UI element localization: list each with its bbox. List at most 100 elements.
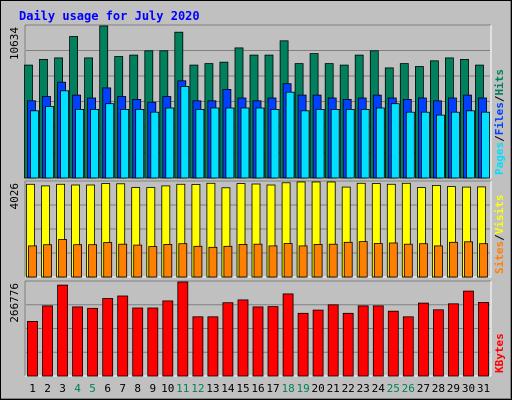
panel-top-bar-pages xyxy=(45,106,54,179)
panel-top-bar-pages xyxy=(30,110,39,179)
panel-middle-bar-sites xyxy=(223,245,233,278)
panel-bottom-bar-kbytes xyxy=(312,309,324,377)
panel-bottom-bar-kbytes xyxy=(132,307,144,377)
x-tick-label: 8 xyxy=(134,382,141,395)
x-tick-label: 27 xyxy=(417,382,430,395)
panel-middle-bar-sites xyxy=(163,243,173,278)
panel-bottom-bar-kbytes xyxy=(147,307,159,377)
panel-middle-bar-sites xyxy=(433,245,443,278)
x-tick-label: 22 xyxy=(342,382,355,395)
panel-bottom-bar-kbytes xyxy=(282,293,294,377)
panel-middle-ymax-label: 4026 xyxy=(8,183,21,210)
panel-middle-bar-sites xyxy=(313,243,323,278)
panel-middle-bar-sites xyxy=(148,246,158,278)
x-tick-label: 17 xyxy=(266,382,279,395)
panel-top-bar-pages xyxy=(150,111,160,179)
panel-bottom-bar-kbytes xyxy=(402,316,414,377)
panel-bottom-bar-kbytes xyxy=(432,309,444,377)
panel-middle-bar-sites xyxy=(73,244,82,278)
x-tick-label: 4 xyxy=(74,382,81,395)
x-tick-label: 5 xyxy=(89,382,96,395)
panel-bottom-bar-kbytes xyxy=(297,312,309,377)
panel-middle-bar-sites xyxy=(253,243,263,278)
panel-middle-bar-sites xyxy=(328,243,338,278)
panel-bottom-bar-kbytes xyxy=(192,316,204,377)
panel-top-bar-pages xyxy=(345,109,355,179)
panel-bottom-bar-kbytes xyxy=(387,310,399,377)
x-tick-label: 12 xyxy=(191,382,204,395)
x-tick-label: 13 xyxy=(206,382,219,395)
panel-middle-bar-sites xyxy=(479,243,488,278)
panel-bottom-bar-kbytes xyxy=(327,304,339,377)
panel-middle-bar-sites xyxy=(448,241,458,278)
panel-top-bar-pages xyxy=(360,109,370,179)
panel-top-bar-pages xyxy=(300,110,310,179)
x-tick-label: 15 xyxy=(236,382,249,395)
panel-middle-bar-sites xyxy=(358,241,368,278)
panel-top-legend-item: Files xyxy=(493,102,506,135)
panel-middle-bar-sites xyxy=(403,243,413,278)
panel-top-bar-pages xyxy=(270,109,280,179)
panel-bottom-bar-kbytes xyxy=(478,301,489,377)
panel-top-bar-pages xyxy=(60,90,69,179)
x-tick-label: 21 xyxy=(327,382,340,395)
panel-middle-legend: Sites/Visits xyxy=(493,195,506,275)
panel-bottom-bar-kbytes xyxy=(87,307,98,377)
panel-top-bar-pages xyxy=(210,107,220,179)
panel-bottom-bar-kbytes xyxy=(357,305,369,377)
x-tick-label: 6 xyxy=(104,382,111,395)
x-tick-label: 1 xyxy=(29,382,36,395)
panel-middle-bar-sites xyxy=(208,246,218,278)
panel-bottom-bar-kbytes xyxy=(447,303,459,377)
panel-top-legend: Pages/Files/Hits xyxy=(493,69,506,175)
x-tick-label: 7 xyxy=(119,382,126,395)
panel-bottom-bar-kbytes xyxy=(72,306,83,377)
panel-bottom-legend-item: KBytes xyxy=(493,333,506,373)
panel-top-bar-pages xyxy=(481,111,490,179)
x-tick-label: 29 xyxy=(447,382,460,395)
panel-bottom-bar-kbytes xyxy=(237,299,249,377)
x-tick-label: 14 xyxy=(221,382,235,395)
panel-top-bar-pages xyxy=(375,107,385,179)
panel-middle-bar-sites xyxy=(268,245,278,278)
panel-middle-bar-sites xyxy=(103,242,113,278)
panel-top-bar-pages xyxy=(466,110,475,179)
panel-top-bar-pages xyxy=(195,109,205,179)
panel-top-bar-pages xyxy=(315,109,325,179)
x-tick-label: 23 xyxy=(357,382,370,395)
x-tick-label: 9 xyxy=(149,382,156,395)
x-tick-label: 2 xyxy=(44,382,51,395)
panel-middle-bar-sites xyxy=(58,239,67,278)
panel-bottom-bar-kbytes xyxy=(27,320,38,377)
panel-bottom-bar-kbytes xyxy=(177,281,189,377)
x-tick-label: 26 xyxy=(402,382,415,395)
x-tick-label: 28 xyxy=(432,382,445,395)
panel-bottom-bar-kbytes xyxy=(42,305,53,377)
panel-top-bar-pages xyxy=(225,107,235,179)
panel-bottom-bar-kbytes xyxy=(57,284,68,377)
panel-middle-bar-sites xyxy=(88,244,97,278)
panel-bottom-bar-kbytes xyxy=(267,306,279,377)
panel-bottom-bar-kbytes xyxy=(222,302,234,377)
x-tick-label: 10 xyxy=(161,382,174,395)
panel-top-legend-item: Pages xyxy=(493,142,506,175)
panel-top-bar-pages xyxy=(240,107,250,179)
panel-middle-legend-item: Sites xyxy=(493,241,506,274)
panel-top-bar-pages xyxy=(285,91,295,179)
panel-top-bar-pages xyxy=(420,111,430,179)
panel-top-bar-pages xyxy=(180,86,190,179)
x-tick-label: 16 xyxy=(251,382,264,395)
panel-top-bar-pages xyxy=(450,111,460,179)
panel-middle-legend-item: / xyxy=(493,234,506,241)
panel-bottom-ymax-label: 266776 xyxy=(8,283,21,323)
panel-top-bar-pages xyxy=(390,103,400,179)
panel-bottom-bar-kbytes xyxy=(417,302,429,377)
panel-top-ymax-label: 10634 xyxy=(8,27,21,60)
x-tick-label: 11 xyxy=(176,382,189,395)
x-tick-label: 19 xyxy=(296,382,309,395)
panel-bottom-legend: KBytes xyxy=(493,333,506,373)
panel-middle-bar-sites xyxy=(343,241,353,278)
panel-bottom-bar-kbytes xyxy=(207,316,219,377)
